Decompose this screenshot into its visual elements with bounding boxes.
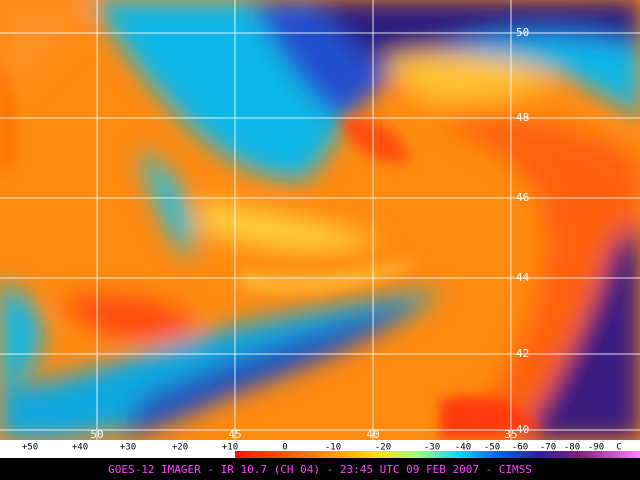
colorbar (0, 440, 640, 458)
latitude-label: 44 (516, 271, 530, 284)
colorbar-unit: C (616, 443, 621, 453)
colorbar-label: +40 (72, 443, 88, 453)
colorbar-label: -20 (375, 443, 391, 453)
colorbar-label: +10 (222, 443, 238, 453)
colorbar-label: -90 (588, 443, 604, 453)
longitude-label: 45 (228, 428, 241, 441)
colorbar-label: +30 (120, 443, 136, 453)
colorbar-label: +50 (22, 443, 38, 453)
colorbar-label: -80 (564, 443, 580, 453)
longitude-label: 40 (366, 428, 379, 441)
footer-text: GOES-12 IMAGER - IR 10.7 (CH 04) - 23:45… (108, 463, 532, 476)
colorbar-label: 0 (282, 443, 287, 453)
longitude-label: 50 (90, 428, 103, 441)
latitude-label: 48 (516, 111, 529, 124)
colorbar-label: -40 (455, 443, 471, 453)
colorbar-label: -70 (540, 443, 556, 453)
colorbar-label: +20 (172, 443, 188, 453)
latitude-label: 50 (516, 26, 529, 39)
latitude-label: 46 (516, 191, 529, 204)
latitude-label: 42 (516, 347, 529, 360)
latitude-label: 40 (516, 423, 529, 436)
footer-background (0, 458, 640, 480)
colorbar-label: -30 (424, 443, 440, 453)
colorbar-label: -10 (325, 443, 341, 453)
colorbar-label: -60 (512, 443, 528, 453)
colorbar-gradient (235, 451, 640, 458)
colorbar-label: -50 (484, 443, 500, 453)
lat-lon-grid (0, 0, 640, 440)
longitude-label: 35 (504, 428, 517, 441)
ir-imagery (0, 0, 640, 440)
